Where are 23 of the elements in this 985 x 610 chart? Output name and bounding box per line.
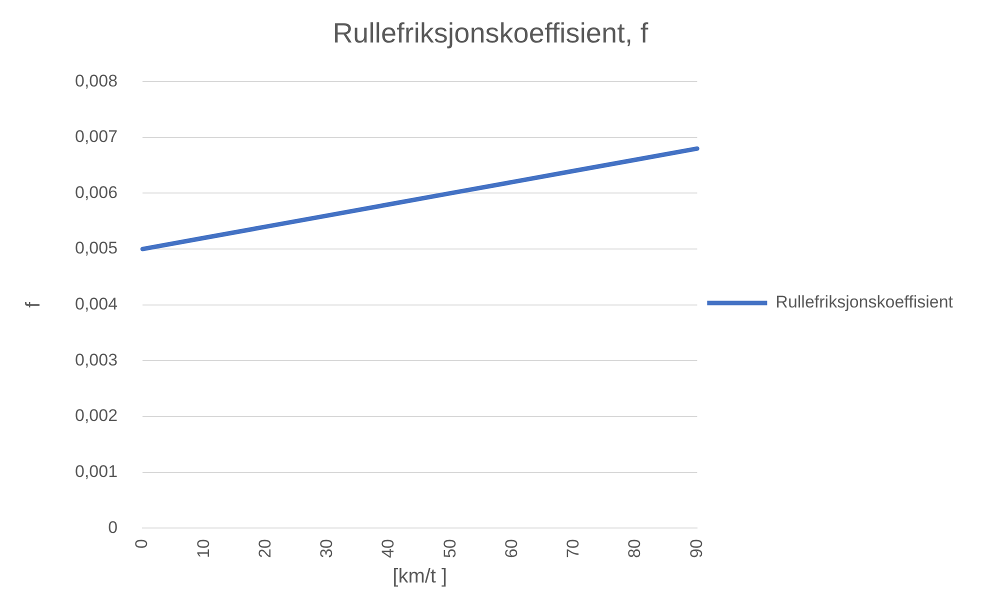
y-tick-label: 0 [108, 518, 118, 537]
y-tick-label: 0,004 [74, 294, 118, 314]
legend-label: Rullefriksjonskoeffisient [776, 292, 954, 312]
y-tick-label: 0,002 [74, 406, 118, 426]
y-tick-label: 0,001 [74, 462, 118, 481]
x-tick-label: 60 [502, 539, 521, 558]
x-tick-label: 30 [317, 539, 336, 558]
y-tick-label: 0,003 [74, 350, 118, 370]
x-tick-label: 70 [564, 539, 583, 558]
x-tick-label: 90 [686, 539, 706, 558]
x-tick-label: 0 [132, 539, 152, 549]
chart-title: Rullefriksjonskoeffisient, f [332, 18, 648, 49]
y-tick-label: 0,005 [74, 238, 118, 258]
x-tick-label: 50 [440, 539, 460, 558]
x-tick-label: 20 [255, 539, 274, 558]
x-tick-label: 80 [625, 539, 644, 558]
x-tick-label: 10 [194, 539, 213, 558]
y-tick-label: 0,007 [74, 127, 118, 146]
x-tick-label: 40 [378, 539, 398, 558]
y-tick-label: 0,006 [74, 182, 118, 202]
x-axis-title: [km/t ] [392, 566, 448, 588]
y-axis-title: f [22, 302, 45, 308]
y-tick-label: 0,008 [74, 71, 118, 90]
